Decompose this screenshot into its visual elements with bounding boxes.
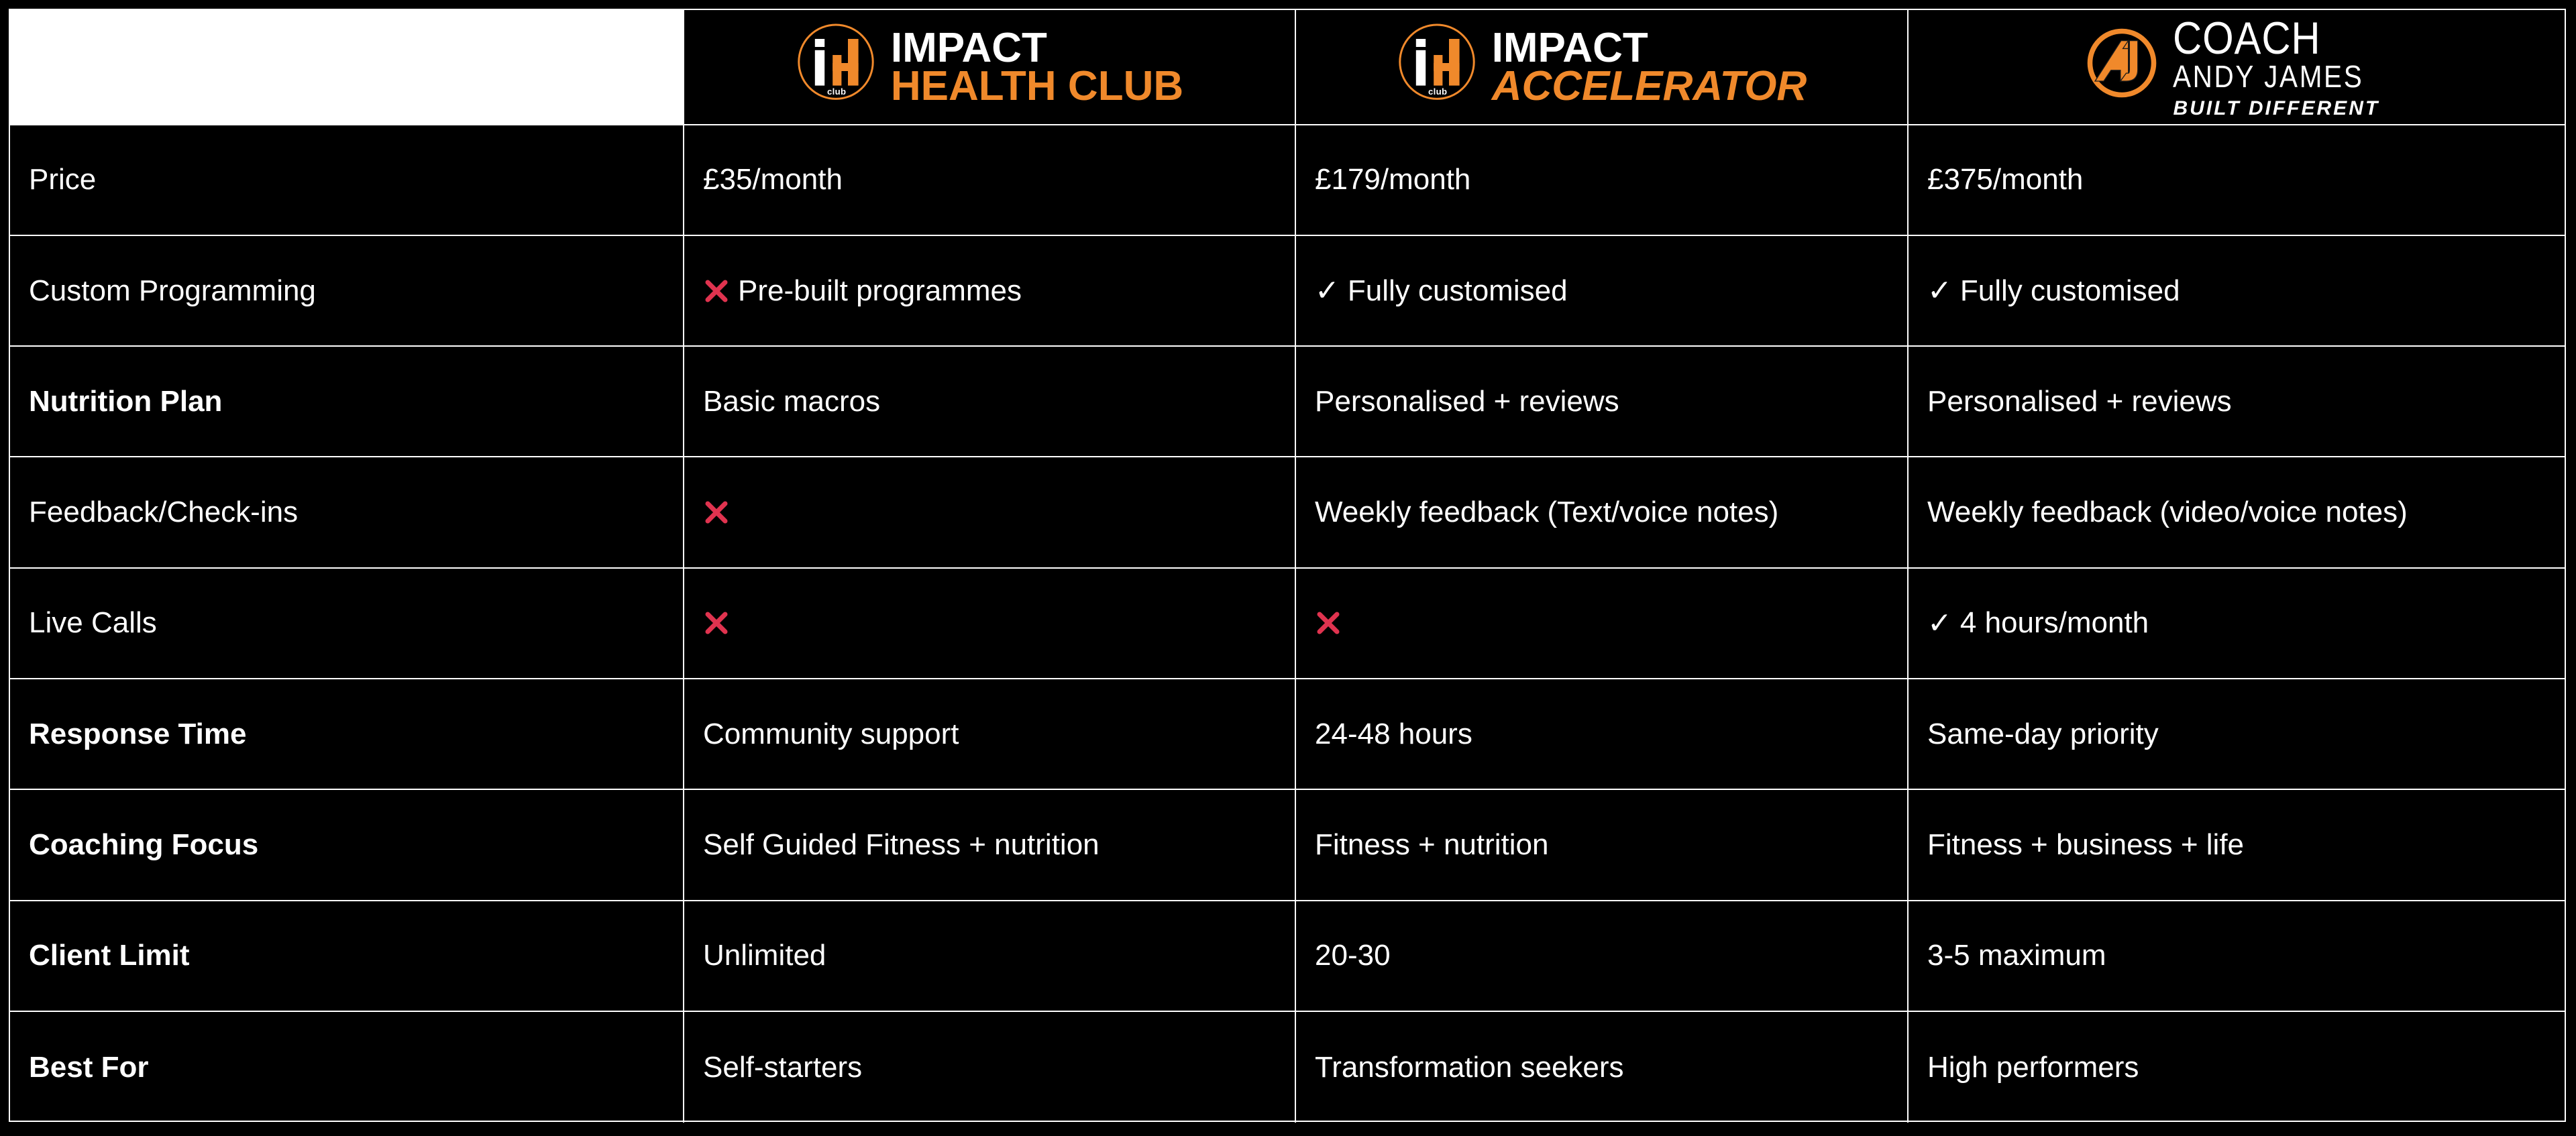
svg-text:club: club [1428, 87, 1447, 97]
svg-text:club: club [827, 87, 846, 97]
